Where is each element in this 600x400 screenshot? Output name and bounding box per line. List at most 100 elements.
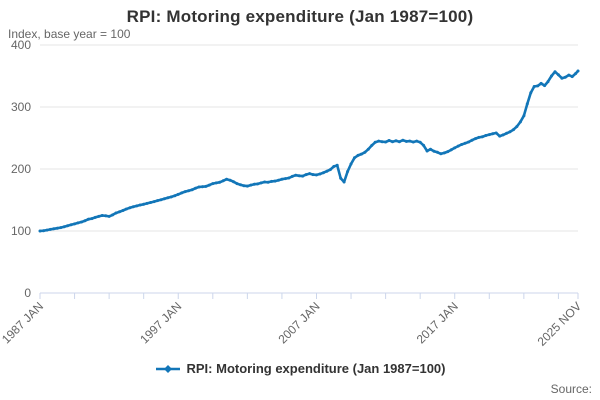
y-tick-label: 0 bbox=[24, 286, 31, 300]
series-marker bbox=[553, 70, 557, 74]
series-marker bbox=[197, 185, 201, 189]
series-marker bbox=[52, 227, 56, 231]
series-marker bbox=[518, 120, 522, 124]
series-marker bbox=[491, 132, 495, 136]
legend-series-label: RPI: Motoring expenditure (Jan 1987=100) bbox=[186, 361, 446, 376]
series-marker bbox=[173, 194, 177, 198]
series-marker bbox=[152, 200, 156, 204]
series-marker bbox=[550, 74, 553, 78]
x-tick-label: 2007 JAN bbox=[275, 299, 322, 346]
series-marker bbox=[69, 223, 73, 227]
series-marker bbox=[567, 73, 571, 77]
series-marker bbox=[332, 165, 336, 168]
series-marker bbox=[539, 81, 543, 85]
series-marker bbox=[411, 140, 415, 144]
series-marker bbox=[190, 188, 194, 192]
series-marker bbox=[387, 139, 391, 142]
series-marker bbox=[525, 102, 529, 106]
series-marker bbox=[321, 171, 325, 175]
series-marker bbox=[180, 191, 184, 195]
series-marker bbox=[543, 84, 547, 88]
legend-item[interactable]: RPI: Motoring expenditure (Jan 1987=100) bbox=[0, 361, 600, 376]
series-marker bbox=[353, 156, 356, 160]
series-marker bbox=[239, 183, 242, 187]
series-marker bbox=[162, 197, 166, 201]
series-marker bbox=[467, 140, 471, 144]
series-marker bbox=[308, 172, 312, 176]
x-tick-label: 1997 JAN bbox=[137, 299, 184, 346]
series-marker bbox=[294, 173, 298, 177]
series-marker bbox=[121, 209, 125, 212]
series-marker bbox=[529, 91, 533, 95]
series-marker bbox=[484, 134, 488, 137]
series-marker bbox=[207, 183, 211, 187]
series-marker bbox=[73, 222, 77, 226]
series-marker bbox=[80, 220, 83, 224]
series-marker bbox=[218, 180, 222, 184]
series-marker bbox=[318, 172, 322, 176]
series-marker bbox=[97, 214, 101, 218]
x-tick-label: 2025 NOV bbox=[535, 299, 585, 349]
x-tick-label: 1987 JAN bbox=[0, 299, 46, 346]
series-marker bbox=[366, 147, 370, 151]
series-marker bbox=[425, 149, 429, 153]
series-marker bbox=[249, 183, 253, 187]
series-marker bbox=[90, 217, 94, 221]
series-marker bbox=[266, 180, 270, 184]
series-marker bbox=[176, 192, 180, 196]
series-marker bbox=[532, 85, 536, 88]
series-marker bbox=[114, 211, 118, 215]
series-marker bbox=[277, 178, 280, 182]
series-marker bbox=[252, 182, 256, 186]
source-label: Source: bbox=[550, 382, 592, 396]
series-marker bbox=[339, 176, 343, 180]
series-marker bbox=[397, 140, 401, 144]
series-marker bbox=[370, 143, 374, 147]
series-marker bbox=[211, 182, 215, 186]
series-marker bbox=[422, 143, 426, 147]
series-marker bbox=[415, 139, 419, 143]
series-marker bbox=[432, 149, 436, 153]
series-marker bbox=[446, 150, 450, 154]
series-marker bbox=[104, 214, 108, 218]
series-marker bbox=[570, 75, 574, 79]
series-marker bbox=[45, 228, 49, 232]
series-marker bbox=[100, 214, 104, 217]
series-marker bbox=[391, 140, 394, 144]
series-marker bbox=[449, 148, 453, 152]
y-tick-label: 200 bbox=[11, 162, 31, 176]
series-marker bbox=[512, 128, 515, 132]
series-marker bbox=[346, 170, 350, 173]
series-marker bbox=[200, 185, 204, 189]
series-marker bbox=[66, 224, 70, 228]
series-marker bbox=[225, 177, 229, 181]
series-marker bbox=[256, 182, 260, 186]
series-marker bbox=[460, 143, 464, 146]
series-marker bbox=[439, 152, 443, 156]
series-marker bbox=[546, 80, 550, 84]
series-marker bbox=[263, 180, 267, 184]
series-marker bbox=[135, 204, 139, 208]
series-marker bbox=[280, 177, 284, 181]
series-marker bbox=[86, 217, 90, 221]
series-marker bbox=[363, 150, 367, 154]
series-marker bbox=[311, 173, 315, 177]
series-marker bbox=[408, 139, 412, 143]
series-line[interactable] bbox=[38, 69, 580, 233]
series-marker bbox=[118, 210, 121, 214]
series-marker bbox=[290, 174, 294, 178]
series-marker bbox=[401, 138, 405, 142]
series-marker bbox=[435, 150, 439, 154]
series-marker bbox=[221, 179, 225, 183]
series-marker bbox=[349, 162, 353, 166]
series-marker bbox=[138, 203, 142, 207]
series-marker bbox=[505, 131, 509, 135]
series-marker bbox=[456, 144, 460, 148]
series-marker bbox=[297, 174, 301, 178]
series-marker bbox=[576, 69, 580, 73]
series-marker bbox=[404, 139, 408, 143]
series-marker bbox=[335, 163, 339, 167]
series-marker bbox=[145, 201, 149, 205]
